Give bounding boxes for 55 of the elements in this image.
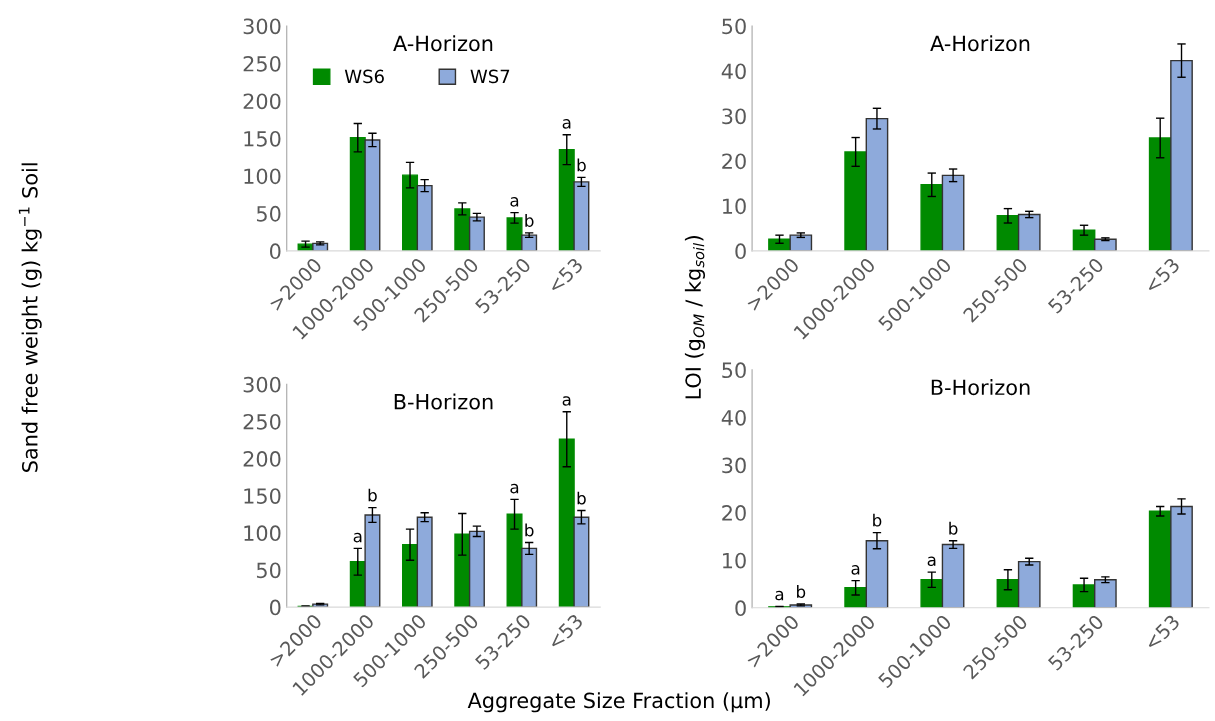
annotation: a [510, 197, 519, 207]
annotation: b [797, 585, 806, 598]
y-tick-label: 50 [256, 205, 281, 222]
annotation: a [562, 396, 571, 406]
annotation: b [525, 214, 534, 227]
y-tick-label: 40 [721, 409, 746, 426]
annotation: b [368, 488, 377, 502]
chart-title: A-Horizon [930, 35, 1030, 52]
y-tick-label: 20 [722, 153, 746, 170]
y-tick-label: 30 [722, 108, 746, 125]
annotation: a [851, 565, 860, 575]
legend-label: WS6 [344, 69, 384, 84]
legend-label: WS7 [470, 69, 510, 84]
annotation: a [927, 556, 936, 567]
y-tick-label: 0 [735, 600, 746, 617]
y-tick-label: 100 [244, 525, 281, 542]
y-tick-label: 300 [243, 376, 281, 393]
y-tick-label: 100 [244, 168, 281, 185]
y-axis-title: LOI (g$_{OM}$ / kg$_{soil}$) [684, 236, 706, 399]
annotation: b [525, 523, 534, 537]
y-tick-label: 20 [722, 505, 746, 521]
y-axis-title: Sand free weight (g) kg$^{−1}$ Soil [18, 163, 42, 472]
y-tick-label: 30 [722, 457, 746, 474]
annotation: b [873, 513, 882, 527]
chart-title: B-Horizon [931, 379, 1030, 396]
annotation: b [577, 491, 586, 505]
x-tick-label: <53 [546, 613, 584, 651]
annotation: a [353, 532, 362, 543]
x-tick-label: <53 [1143, 257, 1181, 294]
y-tick-label: 10 [723, 198, 746, 215]
y-tick-label: 250 [243, 55, 281, 72]
y-tick-label: 0 [735, 243, 746, 260]
y-tick-label: 150 [244, 488, 281, 504]
y-tick-label: 0 [270, 243, 281, 260]
annotation: a [510, 483, 519, 494]
y-tick-label: 200 [243, 93, 281, 110]
annotation: a [562, 119, 571, 129]
y-tick-label: 50 [722, 362, 746, 379]
chart-title: A-Horizon [393, 35, 493, 52]
y-tick-label: 200 [243, 451, 281, 467]
y-tick-label: 50 [722, 18, 746, 35]
x-tick-label: <53 [1143, 614, 1181, 651]
chart-title: B-Horizon [394, 393, 493, 410]
x-axis-title: Aggregate Size Fraction (µm) [467, 692, 770, 713]
y-tick-label: 250 [243, 413, 281, 430]
annotation: a [775, 590, 784, 601]
y-tick-label: 150 [244, 130, 281, 147]
annotation: b [577, 158, 586, 172]
annotation: b [949, 521, 958, 535]
y-tick-label: 10 [723, 552, 746, 569]
y-tick-label: 0 [270, 599, 281, 616]
y-tick-label: 300 [243, 18, 281, 35]
y-tick-label: 50 [256, 562, 281, 579]
x-tick-label: <53 [546, 257, 584, 294]
y-tick-label: 40 [721, 63, 746, 80]
